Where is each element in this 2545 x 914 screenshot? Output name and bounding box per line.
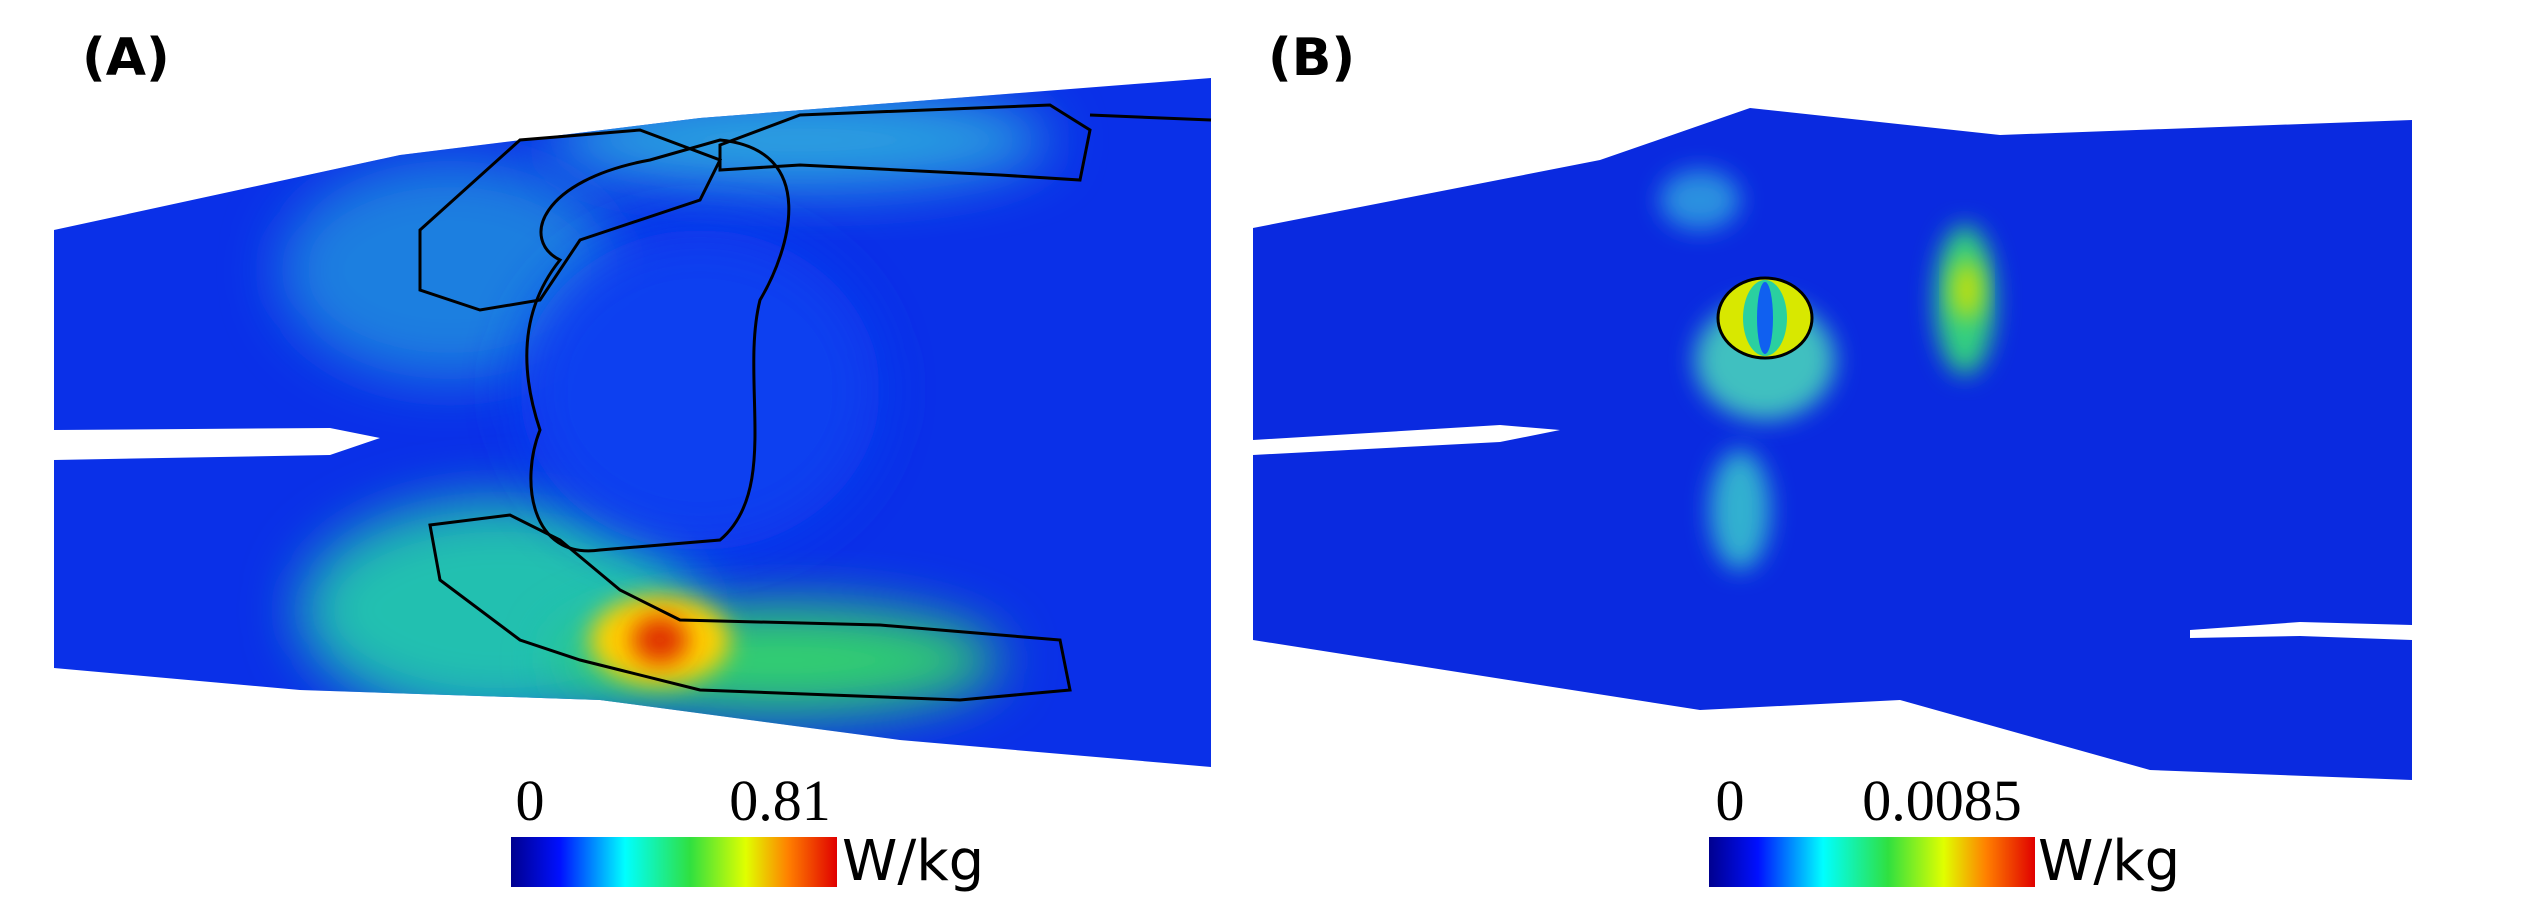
colorbar-b: 0 0.0085 W/kg xyxy=(1709,768,2180,894)
hotspot xyxy=(1710,450,1770,570)
contour xyxy=(428,513,1072,702)
colorbar-unit: W/kg xyxy=(2038,829,2180,894)
hotspot xyxy=(632,616,688,664)
colorbar-a: 0 0.81 W/kg xyxy=(511,768,984,894)
colorbar-unit: W/kg xyxy=(842,829,984,894)
panel-label: (B) xyxy=(1268,28,1355,88)
sar-map xyxy=(54,78,1211,767)
sar-map xyxy=(1253,108,2412,780)
gap xyxy=(2190,622,2412,640)
contour xyxy=(525,138,791,553)
hotspot xyxy=(1660,170,1740,230)
colorbar-max: 0.81 xyxy=(729,768,831,833)
hotspot xyxy=(280,160,620,380)
colorbar xyxy=(511,837,837,887)
colorbar-max: 0.0085 xyxy=(1862,768,2022,833)
panel-a: (A) xyxy=(54,28,1212,767)
panel-b: (B) xyxy=(1253,28,2412,780)
panel-label: (A) xyxy=(82,28,170,88)
contour xyxy=(418,128,723,312)
ring-center xyxy=(1757,282,1773,354)
contour xyxy=(1089,113,1212,122)
contour xyxy=(718,103,1092,182)
hot-ring xyxy=(1716,276,1814,360)
colorbar-min: 0 xyxy=(1716,768,1745,833)
gap xyxy=(54,428,380,460)
hotspot xyxy=(1953,260,1981,320)
gap xyxy=(1253,425,1560,455)
colorbar-min: 0 xyxy=(516,768,545,833)
region xyxy=(520,230,880,550)
colorbar xyxy=(1709,837,2035,887)
